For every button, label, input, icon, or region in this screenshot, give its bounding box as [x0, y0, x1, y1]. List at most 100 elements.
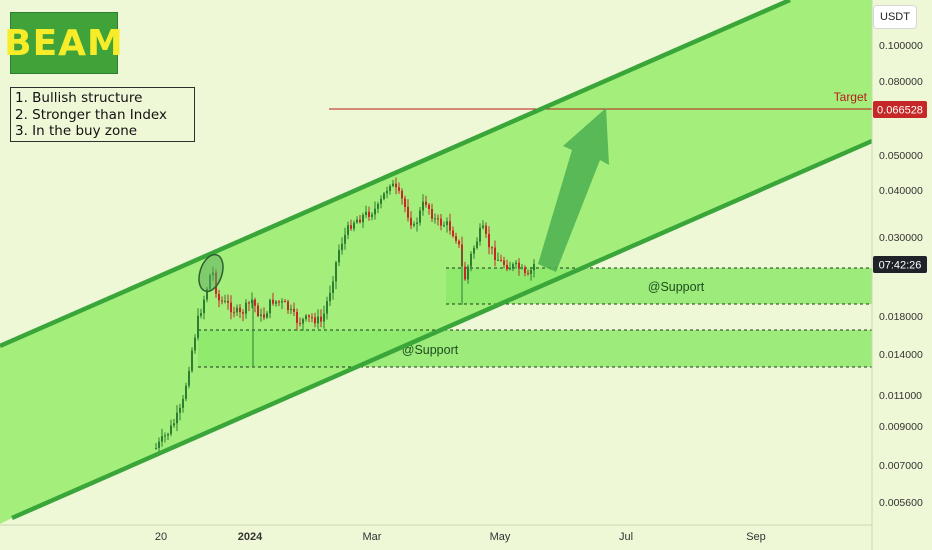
candle-body — [230, 302, 232, 313]
candle-body — [326, 301, 328, 314]
candle-body — [302, 319, 304, 324]
candle-body — [452, 230, 454, 237]
candle-body — [410, 217, 412, 226]
candle-body — [395, 183, 397, 188]
candle-body — [197, 315, 199, 338]
note-line-1: 1. Bullish structure — [15, 90, 143, 106]
candle-body — [473, 247, 475, 254]
candle-body — [428, 204, 430, 209]
candle-body — [245, 302, 247, 314]
countdown-badge-text: 07:42:26 — [879, 260, 922, 272]
candle-body — [404, 198, 406, 207]
candle-body — [176, 412, 178, 424]
support-label-lower: @Support — [402, 343, 459, 357]
price-tick-label: 0.050000 — [879, 150, 923, 162]
candle-body — [446, 221, 448, 226]
candle-body — [158, 441, 160, 448]
candle-body — [161, 436, 163, 442]
candle-body — [173, 423, 175, 426]
candle-body — [524, 267, 526, 273]
channel-band — [0, 0, 872, 524]
time-scale-ticks: 20 2024 Mar May Jul Sep — [155, 531, 766, 543]
target-price-badge — [873, 101, 927, 118]
candle-body — [194, 337, 196, 351]
candle-body — [206, 288, 208, 300]
price-tick-label: 0.100000 — [879, 40, 923, 52]
price-tick-label: 0.030000 — [879, 232, 923, 244]
candle-body — [386, 190, 388, 194]
price-tick-label: 0.014000 — [879, 349, 923, 361]
candles-group — [155, 177, 535, 453]
candle-body — [512, 264, 514, 268]
candle-body — [272, 299, 274, 304]
candle-body — [287, 301, 289, 311]
candle-body — [167, 434, 169, 436]
candle-body — [335, 262, 337, 282]
support-label-upper: @Support — [648, 280, 705, 294]
price-tick-label: 0.040000 — [879, 185, 923, 197]
time-tick-label: 20 — [155, 531, 167, 543]
candle-body — [443, 225, 445, 227]
candle-body — [281, 301, 283, 303]
candle-body — [338, 250, 340, 263]
candle-body — [359, 219, 361, 223]
candle-body — [398, 187, 400, 191]
candle-body — [347, 225, 349, 235]
candle-body — [290, 308, 292, 311]
candle-body — [242, 312, 244, 314]
candle-body — [476, 241, 478, 248]
candle-body — [323, 313, 325, 322]
candle-body — [440, 218, 442, 226]
candle-body — [416, 222, 418, 224]
candle-body — [518, 262, 520, 269]
price-tick-label: 0.009000 — [879, 421, 923, 433]
candle-body — [383, 193, 385, 199]
candle-body — [314, 317, 316, 324]
candle-body — [200, 313, 202, 316]
candle-body — [500, 259, 502, 261]
candle-body — [413, 223, 415, 226]
candle-body — [485, 225, 487, 234]
candle-body — [380, 199, 382, 204]
candle-body — [521, 267, 523, 269]
candle-body — [425, 201, 427, 205]
candle-body — [458, 240, 460, 245]
candle-body — [233, 312, 235, 314]
price-tick-label: 0.007000 — [879, 460, 923, 472]
support-zone-lower — [198, 330, 872, 367]
beam-logo: BEAM — [4, 12, 123, 74]
candle-body — [239, 307, 241, 313]
note-line-2: 2. Stronger than Index — [15, 106, 167, 123]
candle-body — [365, 211, 367, 215]
price-scale[interactable] — [872, 0, 932, 550]
candle-body — [284, 301, 286, 303]
candle-body — [224, 300, 226, 302]
time-tick-label: Jul — [619, 531, 633, 543]
candle-body — [269, 299, 271, 314]
candle-body — [362, 215, 364, 223]
candle-body — [296, 311, 298, 324]
candle-body — [419, 210, 421, 223]
target-price-badge-text: 0.066528 — [877, 105, 923, 117]
candle-body — [218, 293, 220, 301]
price-tick-label: 0.005600 — [879, 497, 923, 509]
channel-lower-line — [11, 138, 873, 521]
candle-body — [278, 301, 280, 303]
time-tick-label: Sep — [746, 531, 766, 543]
currency-button[interactable]: USDT — [873, 5, 917, 29]
candle-body — [530, 270, 532, 274]
candle-body — [266, 313, 268, 318]
candle-body — [185, 385, 187, 399]
note-line-3: 3. In the buy zone — [15, 123, 138, 139]
candle-body — [482, 225, 484, 228]
candle-body — [251, 299, 253, 304]
highlight-ellipse — [198, 253, 224, 293]
candle-body — [353, 222, 355, 229]
candle-body — [257, 305, 259, 316]
candle-body — [467, 266, 469, 280]
candle-body — [236, 307, 238, 313]
candle-body — [401, 190, 403, 199]
candle-body — [437, 218, 439, 220]
